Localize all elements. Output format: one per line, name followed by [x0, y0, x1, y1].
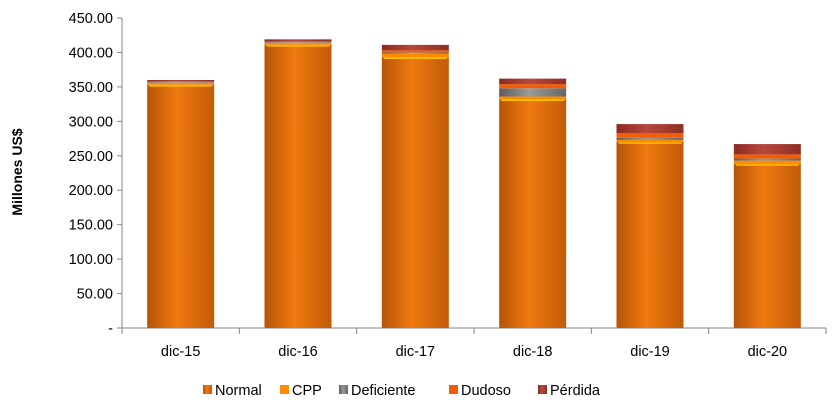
- legend-swatch: [280, 385, 289, 394]
- bar-segment: [733, 154, 801, 159]
- x-tick-label: dic-17: [396, 344, 436, 360]
- bar-segment: [733, 164, 801, 328]
- axes: - 50.00 100.00 150.00 200.00 250.00 300.00 350.…: [69, 11, 827, 360]
- bar-segment: [264, 41, 332, 43]
- legend-label: Deficiente: [351, 383, 415, 399]
- bar-segment: [499, 88, 567, 97]
- bar-segment: [381, 52, 449, 54]
- bar-segment: [733, 144, 801, 155]
- bar-segment: [264, 42, 332, 43]
- legend-swatch: [203, 385, 212, 394]
- bar-segment: [616, 142, 684, 328]
- bar-segment: [616, 133, 684, 138]
- bars: [147, 39, 801, 329]
- legend-label: CPP: [292, 383, 322, 399]
- bar-segment: [616, 139, 684, 142]
- legend-label: Dudoso: [461, 383, 511, 399]
- y-tick-label: -: [108, 321, 113, 337]
- legend-swatch: [449, 385, 458, 394]
- x-tick-label: dic-18: [513, 344, 553, 360]
- x-tick-label: dic-15: [161, 344, 201, 360]
- y-tick-label: 150.00: [69, 218, 113, 234]
- legend-swatch: [538, 385, 547, 394]
- bar-segment: [499, 99, 567, 329]
- x-tick-label: dic-19: [630, 344, 670, 360]
- legend-label: Pérdida: [550, 383, 601, 399]
- y-tick-label: 400.00: [69, 45, 113, 61]
- legend-label: Normal: [215, 383, 262, 399]
- y-tick-label: 50.00: [77, 287, 113, 303]
- legend-swatch: [339, 385, 348, 394]
- x-tick-label: dic-20: [748, 344, 788, 360]
- y-tick-label: 100.00: [69, 252, 113, 268]
- bar-segment: [264, 39, 332, 42]
- y-axis-label: Millones US$: [9, 128, 25, 215]
- bar-segment: [147, 82, 215, 85]
- y-tick-label: 450.00: [69, 11, 113, 27]
- y-tick-label: 250.00: [69, 149, 113, 165]
- bar-segment: [616, 124, 684, 134]
- y-tick-label: 350.00: [69, 80, 113, 96]
- bar-segment: [381, 53, 449, 58]
- bar-segment: [264, 42, 332, 45]
- y-tick-label: 300.00: [69, 114, 113, 130]
- y-tick-label: 200.00: [69, 183, 113, 199]
- bar-segment: [147, 84, 215, 328]
- bar-segment: [499, 84, 567, 89]
- bar-segment: [499, 96, 567, 100]
- bar-segment: [733, 158, 801, 161]
- bar-segment: [264, 44, 332, 328]
- bar-segment: [147, 82, 215, 83]
- bar-segment: [381, 50, 449, 53]
- bar-segment: [147, 80, 215, 82]
- bar-segment: [147, 81, 215, 83]
- bar-segment: [616, 137, 684, 140]
- bar-segment: [381, 44, 449, 51]
- legend: Normal CPP Deficiente Dudoso Pérdida: [203, 383, 601, 399]
- x-tick-label: dic-16: [278, 344, 318, 360]
- bar-segment: [381, 57, 449, 329]
- bar-segment: [499, 78, 567, 85]
- bar-segment: [733, 160, 801, 165]
